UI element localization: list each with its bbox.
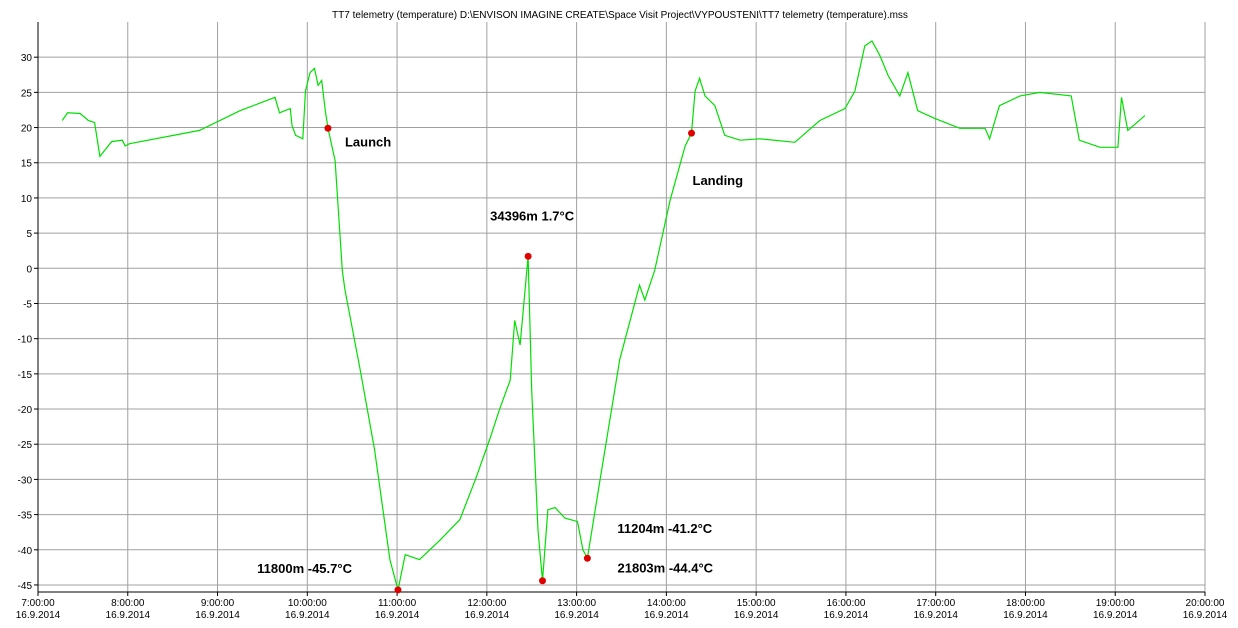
y-tick-label: -20 bbox=[18, 405, 33, 416]
y-tick-label: -40 bbox=[18, 546, 33, 557]
x-tick-label: 12:00:00 16.9.2014 bbox=[465, 598, 510, 621]
y-tick-label: -5 bbox=[23, 299, 32, 310]
temperature-line bbox=[61, 40, 1146, 591]
y-tick-label: 0 bbox=[26, 264, 32, 275]
x-tick-label: 8:00:00 16.9.2014 bbox=[106, 598, 151, 621]
y-tick-label: -15 bbox=[18, 370, 33, 381]
x-tick-label: 19:00:00 16.9.2014 bbox=[1093, 598, 1138, 621]
annotation-marker bbox=[524, 252, 532, 260]
chart-title: TT7 telemetry (temperature) D:\ENVISON I… bbox=[332, 10, 908, 21]
x-tick-label: 16:00:00 16.9.2014 bbox=[824, 598, 869, 621]
annotation-label: 11204m -41.2°C bbox=[617, 521, 712, 536]
annotation-marker bbox=[324, 124, 332, 132]
y-tick-label: -45 bbox=[18, 581, 33, 592]
x-tick-label: 11:00:00 16.9.2014 bbox=[375, 598, 420, 621]
x-tick-label: 15:00:00 16.9.2014 bbox=[734, 598, 779, 621]
y-tick-label: -10 bbox=[18, 335, 33, 346]
x-tick-label: 20:00:00 16.9.2014 bbox=[1183, 598, 1228, 621]
y-tick-label: -30 bbox=[18, 475, 33, 486]
y-tick-label: 25 bbox=[21, 88, 33, 99]
x-tick-label: 14:00:00 16.9.2014 bbox=[644, 598, 689, 621]
y-tick-label: 20 bbox=[21, 124, 33, 135]
annotation-label: Launch bbox=[345, 134, 391, 149]
y-tick-label: -25 bbox=[18, 440, 33, 451]
x-tick-label: 10:00:00 16.9.2014 bbox=[285, 598, 330, 621]
x-tick-label: 13:00:00 16.9.2014 bbox=[554, 598, 599, 621]
y-tick-label: 30 bbox=[21, 53, 33, 64]
annotation-marker bbox=[583, 554, 591, 562]
x-tick-label: 18:00:00 16.9.2014 bbox=[1003, 598, 1048, 621]
annotation-marker bbox=[688, 129, 696, 137]
y-tick-label: 5 bbox=[26, 229, 32, 240]
annotation-label: Landing bbox=[693, 173, 744, 188]
annotation-label: 34396m 1.7°C bbox=[490, 208, 575, 223]
x-tick-label: 7:00:00 16.9.2014 bbox=[16, 598, 61, 621]
annotation-marker bbox=[394, 586, 402, 594]
x-tick-label: 9:00:00 16.9.2014 bbox=[195, 598, 240, 621]
y-tick-label: 15 bbox=[21, 159, 33, 170]
y-tick-label: -35 bbox=[18, 511, 33, 522]
annotation-label: 11800m -45.7°C bbox=[257, 561, 352, 576]
y-tick-label: 10 bbox=[21, 194, 33, 205]
x-tick-label: 17:00:00 16.9.2014 bbox=[913, 598, 958, 621]
annotation-label: 21803m -44.4°C bbox=[618, 561, 714, 576]
annotation-marker bbox=[539, 577, 547, 585]
